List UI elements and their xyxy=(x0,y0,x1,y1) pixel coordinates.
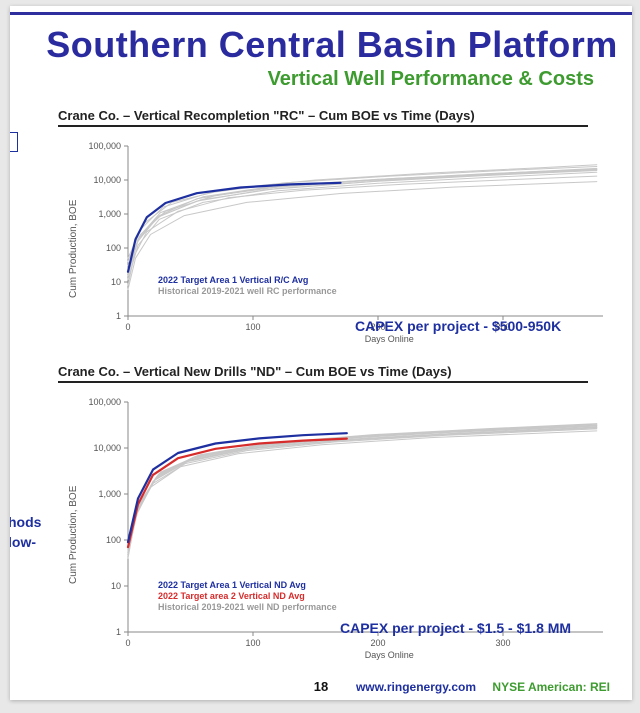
svg-text:Days Online: Days Online xyxy=(365,650,414,660)
svg-text:100: 100 xyxy=(106,243,121,253)
svg-text:2022 Target area 2 Vertical ND: 2022 Target area 2 Vertical ND Avg xyxy=(158,591,305,601)
chart2-title: Crane Co. – Vertical New Drills "ND" – C… xyxy=(58,364,588,383)
svg-text:1: 1 xyxy=(116,311,121,321)
svg-text:10: 10 xyxy=(111,581,121,591)
sub-title: Vertical Well Performance & Costs xyxy=(42,68,622,91)
svg-text:Historical 2019-2021 well RC p: Historical 2019-2021 well RC performance xyxy=(158,286,337,296)
chart1-svg: 1101001,00010,000100,0000100200300Days O… xyxy=(58,128,613,348)
svg-text:0: 0 xyxy=(125,638,130,648)
svg-text:2022 Target Area 1 Vertical R/: 2022 Target Area 1 Vertical R/C Avg xyxy=(158,275,308,285)
svg-text:2022 Target Area 1 Vertical ND: 2022 Target Area 1 Vertical ND Avg xyxy=(158,580,306,590)
svg-text:100: 100 xyxy=(245,638,260,648)
svg-text:10,000: 10,000 xyxy=(93,443,121,453)
svg-text:100: 100 xyxy=(245,322,260,332)
svg-text:300: 300 xyxy=(495,638,510,648)
cropped-text-fragment-1: hods xyxy=(10,514,41,530)
chart2-capex: CAPEX per project - $1.5 - $1.8 MM xyxy=(340,620,571,636)
svg-text:100: 100 xyxy=(106,535,121,545)
chart1-ylabel: Cum Production, BOE xyxy=(68,200,79,298)
cropped-box-fragment xyxy=(10,132,18,152)
chart1-capex: CAPEX per project - $500-950K xyxy=(355,318,561,334)
slide-page: Southern Central Basin Platform Vertical… xyxy=(10,6,632,700)
ticker-label: NYSE American: REI xyxy=(492,680,610,694)
svg-text:100,000: 100,000 xyxy=(88,397,121,407)
top-rule xyxy=(10,12,632,15)
svg-text:Historical 2019-2021 well ND p: Historical 2019-2021 well ND performance xyxy=(158,602,337,612)
svg-text:200: 200 xyxy=(370,638,385,648)
svg-text:Days Online: Days Online xyxy=(365,334,414,344)
svg-text:10: 10 xyxy=(111,277,121,287)
chart1: Cum Production, BOE 1 10 100 1,000 10,000 100… xyxy=(58,128,613,348)
cropped-text-fragment-2: low- xyxy=(10,534,36,550)
chart2-ylabel: Cum Production, BOE xyxy=(68,486,79,584)
svg-text:1,000: 1,000 xyxy=(98,209,121,219)
svg-text:0: 0 xyxy=(125,322,130,332)
website-link[interactable]: www.ringenergy.com xyxy=(356,680,476,694)
main-title: Southern Central Basin Platform xyxy=(42,24,622,66)
svg-text:100,000: 100,000 xyxy=(88,141,121,151)
svg-text:1,000: 1,000 xyxy=(98,489,121,499)
chart1-title: Crane Co. – Vertical Recompletion "RC" –… xyxy=(58,108,588,127)
svg-text:1: 1 xyxy=(116,627,121,637)
svg-text:10,000: 10,000 xyxy=(93,175,121,185)
